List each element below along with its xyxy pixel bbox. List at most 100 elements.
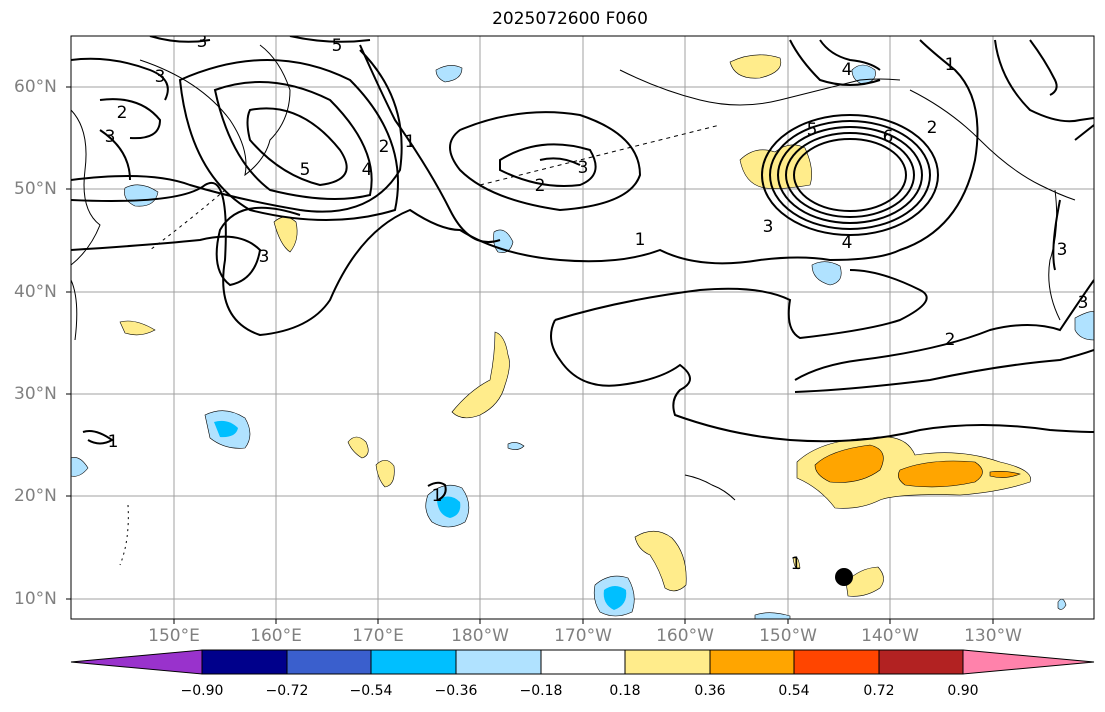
contour-2-east bbox=[794, 279, 1094, 381]
contour-label: 1 bbox=[635, 230, 646, 250]
coast-islands-w bbox=[119, 504, 129, 566]
lon-label: 160°E bbox=[250, 626, 302, 646]
shade-pos-10 bbox=[845, 566, 884, 597]
contour-label: 3 bbox=[259, 247, 270, 267]
shade-pos-4 bbox=[119, 320, 156, 336]
contour-nw-2 bbox=[99, 98, 162, 140]
colorbar-tick-label: −0.72 bbox=[265, 683, 309, 699]
lat-label: 20°N bbox=[14, 486, 57, 506]
contour-label: 2 bbox=[117, 103, 128, 123]
lon-label: 170°E bbox=[352, 626, 404, 646]
colorbar-tick-label: 0.90 bbox=[947, 683, 979, 699]
lon-label: 160°W bbox=[656, 626, 714, 646]
shade-neg-14 bbox=[1074, 311, 1094, 341]
colorbar-segment bbox=[709, 649, 795, 675]
contour-label: 1 bbox=[405, 132, 416, 152]
contour-label: 4 bbox=[842, 233, 853, 253]
shade-neg-15 bbox=[754, 612, 791, 619]
lat-label: 10°N bbox=[14, 589, 57, 609]
colorbar-tick-label: 0.72 bbox=[863, 683, 895, 699]
coast-nwamerica bbox=[1048, 189, 1061, 321]
contour-label: 3 bbox=[1057, 240, 1068, 260]
contour-ring-5 bbox=[793, 138, 907, 212]
lat-label: 50°N bbox=[14, 179, 57, 199]
colorbar-segment bbox=[455, 649, 542, 675]
contour-west-5 bbox=[71, 206, 301, 287]
contour-mid-3 bbox=[539, 157, 581, 166]
colorbar-max-extension bbox=[962, 649, 1095, 675]
shade-pos-3 bbox=[273, 216, 298, 253]
lon-label: 170°W bbox=[554, 626, 612, 646]
coast-kamchatka bbox=[139, 44, 291, 177]
colorbar-tick-label: −0.54 bbox=[349, 683, 393, 699]
colorbar-segment bbox=[540, 649, 626, 675]
shade-neg-5 bbox=[811, 261, 842, 286]
contour-small-1 bbox=[82, 430, 114, 445]
contours bbox=[71, 36, 1094, 501]
coast-alaska bbox=[619, 69, 901, 106]
contour-west-3 bbox=[178, 59, 399, 221]
contour-ring-3 bbox=[777, 126, 923, 224]
map-title: 2025072600 F060 bbox=[492, 9, 648, 29]
contour-ne-1 bbox=[789, 39, 881, 86]
shade-neg-12 bbox=[603, 586, 627, 610]
contour-mid-2 bbox=[449, 111, 642, 212]
colorbar-segment bbox=[370, 649, 457, 675]
colorbar-segment bbox=[878, 649, 964, 675]
shade-pos-5 bbox=[451, 331, 510, 419]
coast-asia bbox=[71, 109, 101, 266]
contour-ring-4 bbox=[785, 132, 915, 218]
lat-label: 30°N bbox=[14, 384, 57, 404]
contour-ring-1 bbox=[761, 114, 939, 236]
shade-pos-1 bbox=[729, 54, 782, 79]
shade-neg-3 bbox=[124, 184, 159, 207]
contour-east-coast bbox=[994, 39, 1094, 123]
colorbar-segment bbox=[793, 649, 880, 675]
lon-label: 150°W bbox=[759, 626, 817, 646]
shade-neg-10 bbox=[437, 496, 461, 518]
lat-label: 60°N bbox=[14, 77, 57, 97]
contour-label: 3 bbox=[578, 158, 589, 178]
coast-hawaii bbox=[684, 474, 736, 501]
contour-label: 1 bbox=[108, 432, 119, 452]
contour-2-east-b bbox=[794, 349, 1094, 393]
contour-subtrop-2 bbox=[550, 319, 1094, 443]
tick-marks bbox=[66, 86, 994, 624]
contour-label: 6 bbox=[883, 127, 894, 147]
colorbar bbox=[70, 649, 1095, 675]
colorbar-tick-label: −0.90 bbox=[180, 683, 224, 699]
contour-label: 2 bbox=[927, 118, 938, 138]
lon-label: 180°W bbox=[451, 626, 509, 646]
contour-west-1 bbox=[246, 107, 348, 187]
shade-neg-1 bbox=[435, 65, 463, 83]
coast-japan bbox=[71, 279, 78, 341]
contour-label: 4 bbox=[362, 160, 373, 180]
colorbar-tick-label: 0.54 bbox=[778, 683, 810, 699]
contour-long-2 bbox=[359, 44, 501, 243]
colorbar-tick-label: 0.18 bbox=[609, 683, 641, 699]
shade-pos-6 bbox=[347, 436, 369, 459]
contour-nw-3 bbox=[99, 129, 131, 181]
contour-label: 5 bbox=[807, 120, 818, 140]
colorbar-segment bbox=[624, 649, 711, 675]
contour-label: 2 bbox=[945, 330, 956, 350]
contour-label: 5 bbox=[300, 160, 311, 180]
location-marker-dot bbox=[835, 568, 853, 586]
shade-pos-14 bbox=[989, 471, 1021, 478]
lon-label: 130°W bbox=[964, 626, 1022, 646]
shade-pos-9 bbox=[634, 530, 687, 592]
contour-label: 3 bbox=[105, 127, 116, 147]
colorbar-tick-label: −0.36 bbox=[434, 683, 478, 699]
contour-label: 3 bbox=[1078, 293, 1089, 313]
colorbar-tick-label: −0.18 bbox=[519, 683, 563, 699]
shade-pos-12 bbox=[814, 444, 884, 483]
coast-aleutians bbox=[479, 124, 721, 186]
shade-pos-13 bbox=[898, 460, 983, 488]
colorbar-min-extension bbox=[70, 649, 203, 675]
contour-label: 2 bbox=[535, 176, 546, 196]
colorbar-segment bbox=[286, 649, 372, 675]
contour-mid-1 bbox=[499, 143, 597, 187]
contour-label: 1 bbox=[791, 554, 802, 574]
contour-top bbox=[149, 36, 371, 43]
